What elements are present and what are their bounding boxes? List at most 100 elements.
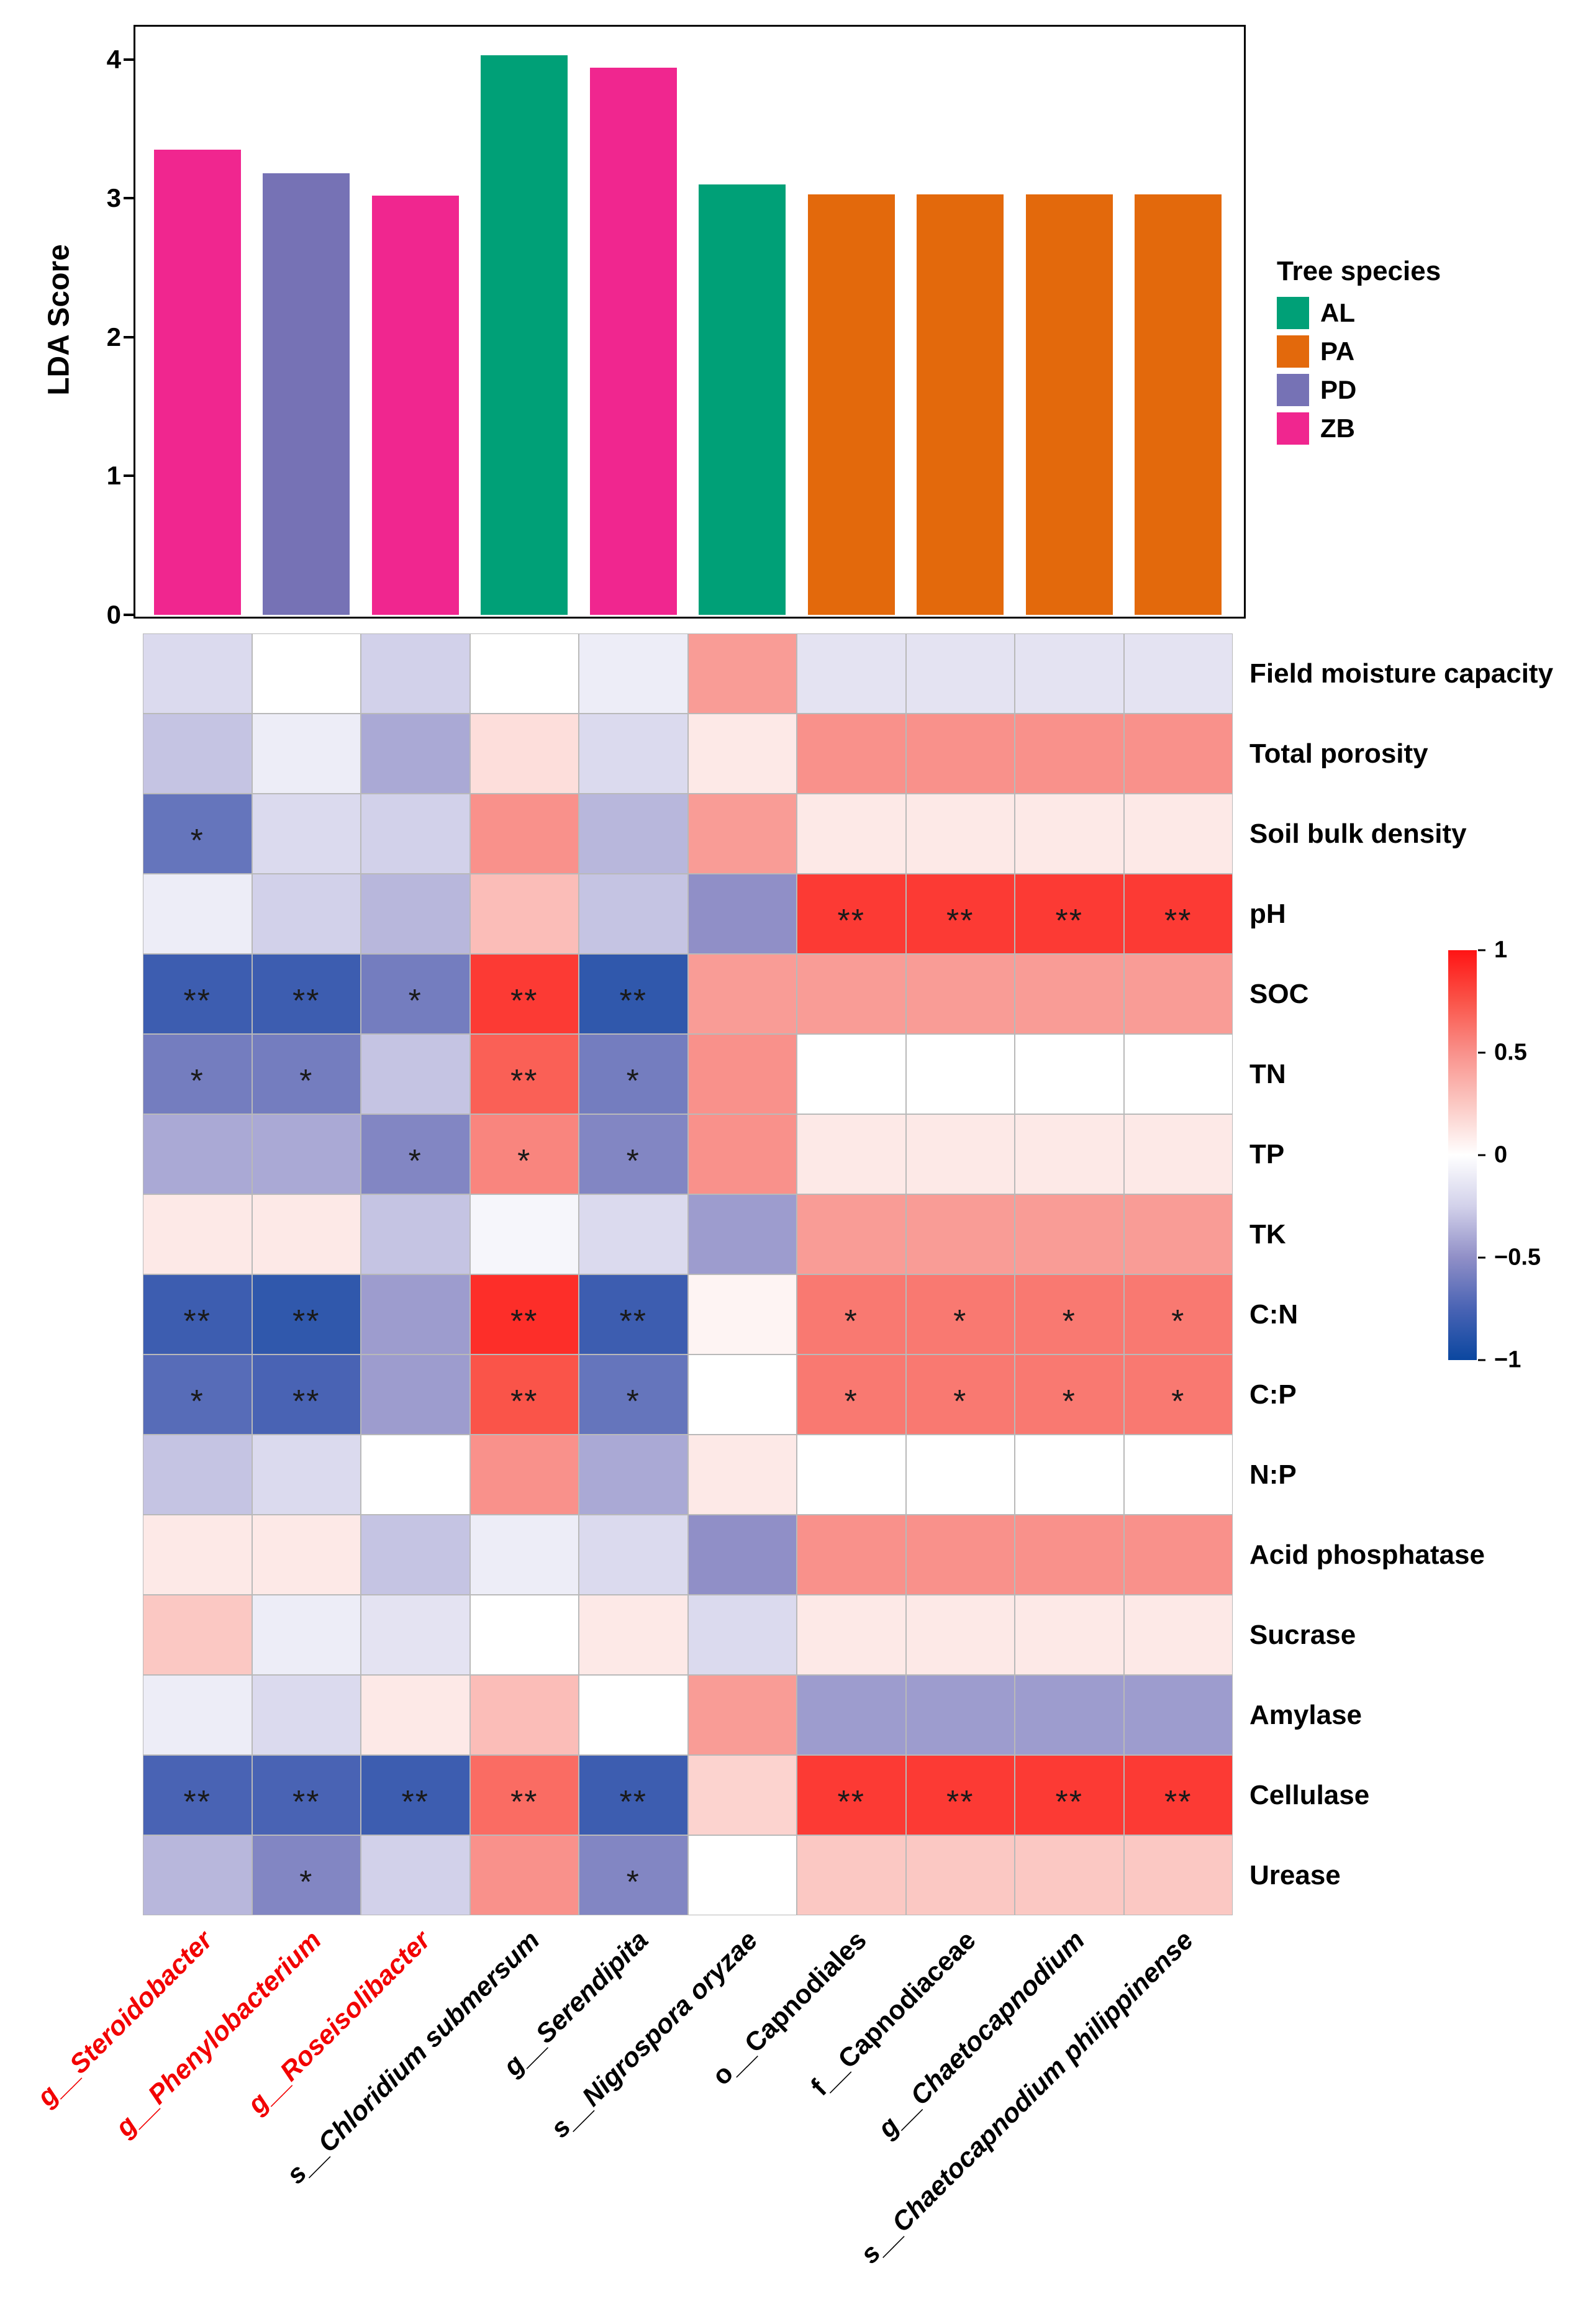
significance-marker: ** xyxy=(619,1303,647,1340)
heatmap-cell xyxy=(797,1435,906,1515)
legend-entry: PA xyxy=(1277,335,1441,368)
heatmap-cell xyxy=(687,1595,797,1675)
heatmap-cell xyxy=(687,1435,797,1515)
heatmap-cell xyxy=(143,1595,252,1675)
y-axis-tick-label: 4 xyxy=(106,44,121,74)
heatmap-row-label: Amylase xyxy=(1249,1699,1362,1730)
heatmap-cell xyxy=(797,794,906,874)
heatmap-cell xyxy=(361,1595,470,1675)
heatmap-cell: ** xyxy=(252,1755,361,1835)
y-axis-tick-mark xyxy=(124,58,134,61)
heatmap-cell: * xyxy=(1123,1354,1233,1435)
heatmap-cell xyxy=(1123,794,1233,874)
heatmap-cell xyxy=(687,1354,797,1435)
lda-bar xyxy=(699,184,786,615)
lda-bar xyxy=(917,194,1004,615)
heatmap-cell xyxy=(1123,1435,1233,1515)
heatmap-cell: ** xyxy=(143,1755,252,1835)
heatmap-cell xyxy=(1015,954,1124,1034)
y-axis-tick-label: 3 xyxy=(106,183,121,213)
heatmap-row-label: Soil bulk density xyxy=(1249,818,1467,849)
heatmap-cell xyxy=(469,1835,579,1915)
heatmap-cell xyxy=(579,1595,688,1675)
heatmap-cell xyxy=(905,954,1015,1034)
significance-marker: ** xyxy=(837,1784,865,1820)
heatmap-cell: ** xyxy=(1123,1755,1233,1835)
heatmap-cell: ** xyxy=(469,1034,579,1114)
heatmap-row-label: Sucrase xyxy=(1249,1619,1356,1650)
heatmap-cell xyxy=(361,633,470,714)
heatmap-cell xyxy=(1015,714,1124,794)
heatmap-cell xyxy=(687,1194,797,1274)
heatmap-cell xyxy=(252,1114,361,1194)
heatmap-cell xyxy=(579,1435,688,1515)
heatmap-cell xyxy=(252,1595,361,1675)
heatmap-cell: ** xyxy=(1123,874,1233,954)
y-axis-tick-label: 1 xyxy=(106,461,121,491)
significance-marker: * xyxy=(299,1063,314,1099)
legend-color-swatch xyxy=(1277,412,1309,445)
heatmap-cell xyxy=(579,794,688,874)
heatmap-cell: * xyxy=(579,1114,688,1194)
y-axis-title: LDA Score xyxy=(42,244,76,396)
legend-entry-label: ZB xyxy=(1320,414,1355,443)
heatmap-cell: * xyxy=(579,1354,688,1435)
heatmap-cell xyxy=(361,1435,470,1515)
significance-marker: ** xyxy=(183,1784,211,1820)
significance-marker: * xyxy=(517,1143,532,1179)
heatmap-cell xyxy=(687,1835,797,1915)
heatmap-row-label: TP xyxy=(1249,1138,1285,1169)
heatmap-cell xyxy=(1015,794,1124,874)
heatmap-cell: * xyxy=(143,794,252,874)
heatmap-cell xyxy=(905,1675,1015,1755)
heatmap-cell xyxy=(905,794,1015,874)
heatmap-cell xyxy=(1015,1515,1124,1595)
heatmap-cell xyxy=(797,1835,906,1915)
heatmap-cell xyxy=(1015,1114,1124,1194)
heatmap-cell xyxy=(361,1034,470,1114)
heatmap-cell xyxy=(1123,1675,1233,1755)
legend-entry: ZB xyxy=(1277,412,1441,445)
heatmap-cell xyxy=(469,1515,579,1595)
heatmap-cell xyxy=(143,1515,252,1595)
heatmap-row-label: SOC xyxy=(1249,978,1309,1009)
legend-entry-label: PA xyxy=(1320,337,1355,366)
significance-marker: * xyxy=(953,1383,968,1420)
significance-marker: ** xyxy=(510,1383,538,1420)
legend-color-swatch xyxy=(1277,374,1309,406)
heatmap-column-label: g__Steroidobacter xyxy=(31,1925,219,2112)
y-axis-tick-mark xyxy=(124,335,134,338)
heatmap-cell xyxy=(687,794,797,874)
heatmap-cell xyxy=(1015,1675,1124,1755)
heatmap-column-label: s__Nigrospora oryzae xyxy=(545,1925,764,2144)
significance-marker: ** xyxy=(510,1784,538,1820)
heatmap-row-label: C:P xyxy=(1249,1379,1297,1410)
heatmap-cell xyxy=(1123,1835,1233,1915)
heatmap-cell xyxy=(469,633,579,714)
heatmap-cell xyxy=(687,1274,797,1354)
heatmap-row-label: pH xyxy=(1249,898,1286,929)
significance-marker: ** xyxy=(1055,1784,1083,1820)
significance-marker: * xyxy=(190,1383,204,1420)
heatmap-cell: ** xyxy=(579,954,688,1034)
colorbar-tick-mark xyxy=(1478,949,1485,951)
heatmap-cell: * xyxy=(905,1274,1015,1354)
heatmap-cell xyxy=(797,1194,906,1274)
heatmap-cell xyxy=(361,1354,470,1435)
heatmap-row-label: Total porosity xyxy=(1249,738,1428,769)
heatmap-cell xyxy=(797,954,906,1034)
heatmap-cell xyxy=(469,1435,579,1515)
legend-entries: AL PA PD ZB xyxy=(1277,297,1441,445)
heatmap-cell xyxy=(361,794,470,874)
heatmap-cell: * xyxy=(252,1034,361,1114)
heatmap-cell xyxy=(143,1675,252,1755)
heatmap-cell xyxy=(469,1194,579,1274)
colorbar-tick-label: −1 xyxy=(1494,1346,1521,1373)
colorbar-tick-label: 0.5 xyxy=(1494,1039,1527,1066)
heatmap-cell xyxy=(252,1435,361,1515)
heatmap-cell xyxy=(579,633,688,714)
lda-bar xyxy=(153,150,241,615)
significance-marker: ** xyxy=(292,1784,320,1820)
heatmap-cell: * xyxy=(797,1274,906,1354)
